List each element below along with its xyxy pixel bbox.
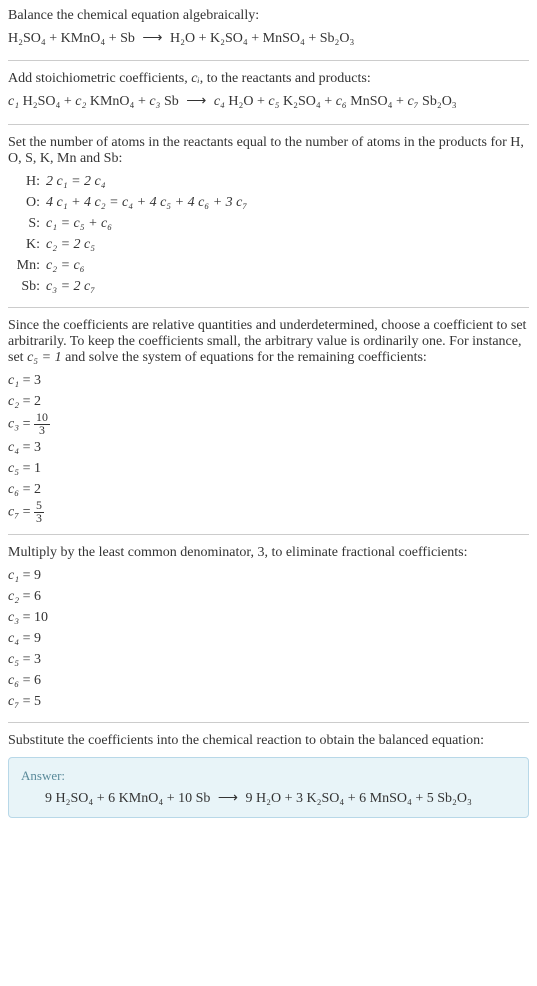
coef-item: c₅ = 3 (8, 649, 529, 670)
divider (8, 534, 529, 535)
coef-item: c₄ = 9 (8, 628, 529, 649)
atom-eq: 2 c₁ = 2 c₄ (46, 171, 529, 192)
intro-equation: H₂SO₄ + KMnO₄ + Sb ⟶ H₂O + K₂SO₄ + MnSO₄… (8, 28, 529, 50)
solve-section: Since the coefficients are relative quan… (8, 318, 529, 525)
divider (8, 722, 529, 723)
coef-item: c₆ = 2 (8, 479, 529, 500)
arrow-icon: ⟶ (186, 91, 206, 113)
answer-label: Answer: (21, 768, 516, 784)
atom-label: Sb: (16, 276, 46, 297)
coef-item: c₂ = 2 (8, 391, 529, 412)
coef-item: c₁ = 3 (8, 370, 529, 391)
atom-eq: c₂ = 2 c₅ (46, 234, 529, 255)
substitute-section: Substitute the coefficients into the che… (8, 733, 529, 749)
atom-eq: c₃ = 2 c₇ (46, 276, 529, 297)
intro-text: Balance the chemical equation algebraica… (8, 8, 529, 24)
divider (8, 307, 529, 308)
atom-label: H: (16, 171, 46, 192)
stoich-equation: c₁ H₂SO₄ + c₂ KMnO₄ + c₃ Sb ⟶ c₄ H₂O + c… (8, 91, 529, 113)
coef-list: c₁ = 3 c₂ = 2 c₃ = 103 c₄ = 3 c₅ = 1 c₆ … (8, 370, 529, 525)
atom-row: Mn: c₂ = c₆ (16, 255, 529, 276)
solve-text: Since the coefficients are relative quan… (8, 318, 529, 366)
fraction: 103 (34, 412, 50, 437)
multiply-section: Multiply by the least common denominator… (8, 545, 529, 712)
stoich-section: Add stoichiometric coefficients, cᵢ, to … (8, 71, 529, 113)
substitute-text: Substitute the coefficients into the che… (8, 733, 529, 749)
answer-lhs: 9 H₂SO₄ + 6 KMnO₄ + 10 Sb (45, 791, 210, 806)
atoms-text: Set the number of atoms in the reactants… (8, 135, 529, 167)
stoich-text: Add stoichiometric coefficients, cᵢ, to … (8, 71, 529, 87)
coef-item: c₃ = 10 (8, 607, 529, 628)
answer-equation: 9 H₂SO₄ + 6 KMnO₄ + 10 Sb ⟶ 9 H₂O + 3 K₂… (21, 790, 516, 807)
answer-rhs: 9 H₂O + 3 K₂SO₄ + 6 MnSO₄ + 5 Sb₂O₃ (245, 791, 471, 806)
atom-row: Sb: c₃ = 2 c₇ (16, 276, 529, 297)
atom-row: O: 4 c₁ + 4 c₂ = c₄ + 4 c₅ + 4 c₆ + 3 c₇ (16, 192, 529, 213)
atom-label: K: (16, 234, 46, 255)
multiply-text: Multiply by the least common denominator… (8, 545, 529, 561)
coef-item: c₂ = 6 (8, 586, 529, 607)
atom-label: Mn: (16, 255, 46, 276)
arrow-icon: ⟶ (218, 790, 238, 807)
atom-eq: c₂ = c₆ (46, 255, 529, 276)
intro-section: Balance the chemical equation algebraica… (8, 8, 529, 50)
fraction: 53 (34, 500, 44, 525)
answer-box: Answer: 9 H₂SO₄ + 6 KMnO₄ + 10 Sb ⟶ 9 H₂… (8, 757, 529, 818)
atom-row: K: c₂ = 2 c₅ (16, 234, 529, 255)
coef-list: c₁ = 9 c₂ = 6 c₃ = 10 c₄ = 9 c₅ = 3 c₆ =… (8, 565, 529, 712)
atoms-table: H: 2 c₁ = 2 c₄ O: 4 c₁ + 4 c₂ = c₄ + 4 c… (16, 171, 529, 297)
atoms-section: Set the number of atoms in the reactants… (8, 135, 529, 297)
divider (8, 60, 529, 61)
divider (8, 124, 529, 125)
atom-label: S: (16, 213, 46, 234)
coef-item: c₃ = 103 (8, 412, 529, 437)
coef-item: c₆ = 6 (8, 670, 529, 691)
atom-eq: c₁ = c₅ + c₆ (46, 213, 529, 234)
atom-eq: 4 c₁ + 4 c₂ = c₄ + 4 c₅ + 4 c₆ + 3 c₇ (46, 192, 529, 213)
atom-label: O: (16, 192, 46, 213)
coef-item: c₄ = 3 (8, 437, 529, 458)
coef-item: c₇ = 5 (8, 691, 529, 712)
atom-row: S: c₁ = c₅ + c₆ (16, 213, 529, 234)
intro-rhs: H₂O + K₂SO₄ + MnSO₄ + Sb₂O₃ (170, 31, 354, 46)
coef-item: c₇ = 53 (8, 500, 529, 525)
intro-lhs: H₂SO₄ + KMnO₄ + Sb (8, 31, 135, 46)
atom-row: H: 2 c₁ = 2 c₄ (16, 171, 529, 192)
arrow-icon: ⟶ (142, 28, 162, 50)
coef-item: c₁ = 9 (8, 565, 529, 586)
coef-item: c₅ = 1 (8, 458, 529, 479)
